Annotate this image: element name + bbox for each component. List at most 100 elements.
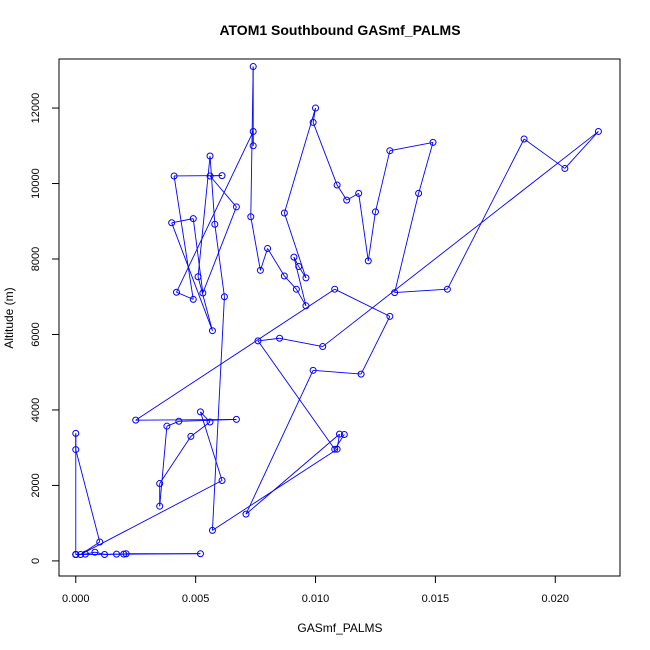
data-point bbox=[309, 118, 317, 126]
data-point bbox=[196, 550, 204, 558]
y-axis: 0 2000 4000 6000 8000 10000 12000 bbox=[30, 93, 60, 564]
y-tick-label: 10000 bbox=[30, 168, 42, 199]
series-line-segment bbox=[360, 316, 391, 375]
series-line-segment bbox=[312, 107, 316, 123]
y-tick-label: 2000 bbox=[30, 473, 42, 497]
series-line-segment bbox=[250, 66, 254, 217]
data-point bbox=[218, 172, 226, 180]
x-tick-label: 0.020 bbox=[542, 593, 570, 605]
data-point bbox=[199, 289, 207, 297]
series-line-segment bbox=[446, 138, 525, 290]
data-point bbox=[81, 550, 89, 558]
series-line-segment bbox=[293, 256, 300, 267]
data-point bbox=[196, 408, 204, 416]
data-point bbox=[280, 209, 288, 217]
data-point bbox=[364, 257, 372, 265]
series-line-segment bbox=[159, 426, 168, 507]
series-line-segment bbox=[159, 436, 192, 484]
series-line-segment bbox=[176, 131, 254, 293]
data-point bbox=[156, 502, 164, 510]
data-point bbox=[292, 285, 300, 293]
data-point bbox=[343, 196, 351, 204]
series-line-segment bbox=[75, 449, 101, 543]
series-line-segment bbox=[298, 266, 307, 279]
data-point bbox=[333, 445, 341, 453]
data-point bbox=[312, 104, 320, 112]
data-point bbox=[72, 429, 80, 437]
y-tick-label: 4000 bbox=[30, 398, 42, 422]
data-point bbox=[319, 343, 327, 351]
series-line-segment bbox=[313, 369, 362, 375]
data-point bbox=[249, 63, 257, 71]
data-point bbox=[208, 327, 216, 335]
x-tick-label: 0.005 bbox=[182, 593, 210, 605]
data-point bbox=[232, 415, 240, 423]
x-tick-label: 0.000 bbox=[62, 593, 90, 605]
data-point bbox=[91, 548, 99, 556]
data-point bbox=[168, 219, 176, 227]
data-point bbox=[309, 366, 317, 374]
series-line-segment bbox=[200, 411, 223, 481]
series-line-segment bbox=[190, 421, 211, 437]
data-point bbox=[132, 416, 140, 424]
data-point bbox=[72, 550, 80, 558]
data-point bbox=[218, 477, 226, 485]
series-line-segment bbox=[346, 192, 359, 201]
data-point bbox=[520, 135, 528, 143]
data-point bbox=[187, 432, 195, 440]
data-point bbox=[206, 152, 214, 160]
series-line-segment bbox=[394, 193, 420, 293]
series-line-segment bbox=[211, 296, 225, 531]
data-point bbox=[594, 127, 602, 135]
series-line-segment bbox=[197, 276, 213, 331]
y-axis-label: Altitude (m) bbox=[2, 287, 16, 348]
data-point bbox=[77, 550, 85, 558]
data-point bbox=[220, 293, 228, 301]
data-point bbox=[206, 172, 214, 180]
data-point bbox=[333, 181, 341, 189]
data-point bbox=[242, 510, 250, 518]
data-point bbox=[256, 266, 264, 274]
data-point bbox=[208, 526, 216, 534]
data-point bbox=[415, 189, 423, 197]
series-line-segment bbox=[523, 138, 566, 169]
series-line-segment bbox=[214, 224, 225, 297]
series-line-segment bbox=[334, 288, 391, 317]
data-point bbox=[113, 550, 121, 558]
data-point bbox=[254, 337, 262, 345]
data-point bbox=[72, 446, 80, 454]
series-line-segment bbox=[85, 551, 96, 555]
plot-frame bbox=[58, 58, 621, 577]
data-point bbox=[561, 164, 569, 172]
data-point bbox=[249, 127, 257, 135]
series-line-segment bbox=[212, 448, 338, 531]
data-point bbox=[264, 244, 272, 252]
y-tick-label: 8000 bbox=[30, 247, 42, 271]
data-point bbox=[232, 203, 240, 211]
data-point bbox=[249, 142, 257, 150]
series-line-segment bbox=[375, 150, 391, 212]
series-line-segment bbox=[394, 288, 448, 294]
series-line-segment bbox=[135, 288, 335, 421]
series-line-segment bbox=[257, 337, 280, 342]
data-point bbox=[290, 253, 298, 261]
series-line-segment bbox=[250, 216, 261, 271]
x-axis: 0.000 0.005 0.010 0.015 0.020 bbox=[62, 575, 570, 605]
y-tick-label: 0 bbox=[30, 558, 42, 564]
series-lines bbox=[75, 66, 599, 555]
data-point bbox=[391, 289, 399, 297]
data-point bbox=[280, 272, 288, 280]
data-point bbox=[443, 285, 451, 293]
data-point bbox=[189, 215, 197, 223]
data-point bbox=[172, 288, 180, 296]
series-line-segment bbox=[257, 340, 336, 450]
data-point bbox=[170, 172, 178, 180]
data-point bbox=[429, 138, 437, 146]
series-line-segment bbox=[259, 248, 269, 271]
data-point bbox=[189, 295, 197, 303]
series-line-segment bbox=[173, 175, 194, 300]
y-tick-label: 6000 bbox=[30, 322, 42, 346]
series-line-segment bbox=[564, 131, 599, 169]
chart-title: ATOM1 Southbound GASmf_PALMS bbox=[219, 22, 460, 38]
